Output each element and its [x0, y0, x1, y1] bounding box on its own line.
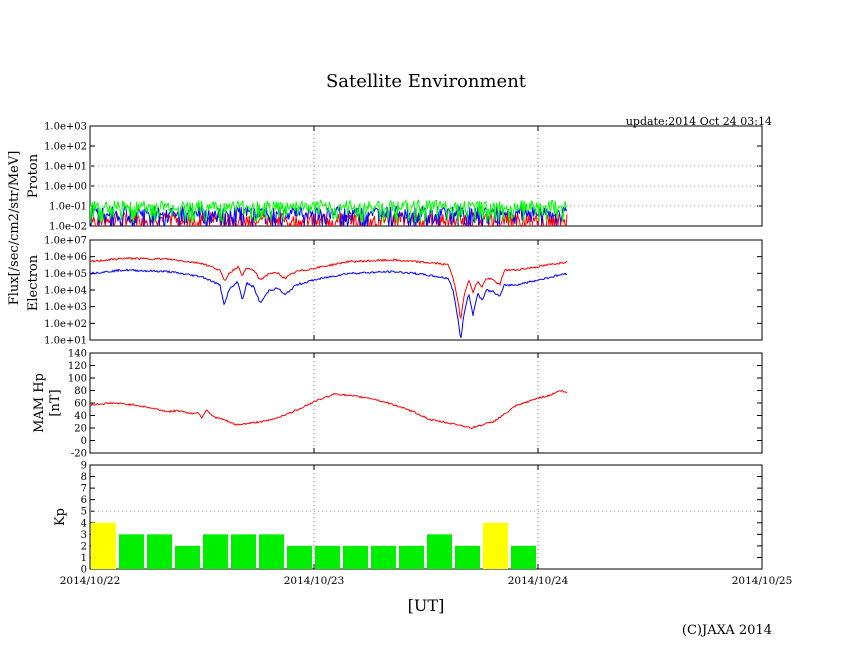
kp-bar [455, 545, 480, 569]
chart-title: Satellite Environment [326, 71, 527, 92]
y-tick-label: 1 [81, 553, 87, 564]
kp-bar [119, 534, 144, 569]
kp-bar [175, 545, 200, 569]
y-tick-label: 9 [81, 461, 87, 472]
y-tick-label: 1.0e+02 [44, 142, 87, 153]
panel-frame [89, 239, 763, 341]
electron-axis-label: Electron [26, 254, 41, 311]
y-tick-label: 40 [74, 411, 87, 422]
y-tick-label: 3 [81, 530, 87, 541]
y-tick-label: 1.0e+03 [44, 122, 87, 133]
y-tick-label: 5 [81, 507, 87, 518]
y-tick-label: 1.0e+03 [44, 302, 87, 313]
panel-frame [89, 352, 763, 454]
y-tick-label: 80 [74, 386, 87, 397]
y-tick-label: 1.0e+00 [44, 182, 87, 193]
x-axis-label: [UT] [408, 596, 445, 615]
kp-bar [147, 534, 172, 569]
panel-frame [89, 464, 763, 570]
kp-bar [371, 545, 396, 569]
y-tick-label: 1.0e+02 [44, 319, 87, 330]
y-tick-label: 1.0e+07 [44, 236, 87, 247]
x-tick-label: 2014/10/25 [732, 575, 793, 587]
y-tick-label: 1.0e+04 [44, 286, 87, 297]
y-tick-label: 0 [81, 436, 87, 447]
panel-frame [89, 125, 763, 227]
series-1-line [90, 268, 568, 338]
y-tick-label: 140 [68, 349, 87, 360]
kp-bar [511, 545, 536, 569]
y-tick-label: 7 [81, 484, 87, 495]
panel-electron: 1.0e+07 1.0e+06 1.0e+05 1.0e+04 1.0e+03 1.0e+… [26, 236, 763, 347]
y-tick-label: 100 [68, 374, 87, 385]
mam-axis-label: MAM Hp [32, 373, 47, 433]
y-tick-label: 60 [74, 399, 87, 410]
plot-area [90, 389, 568, 429]
y-tick-label: 0 [81, 565, 87, 576]
proton-axis-label: Proton [26, 153, 41, 198]
kp-bar [315, 545, 340, 569]
kp-bar [203, 534, 228, 569]
x-tick-label: 2014/10/22 [60, 575, 121, 587]
plot-area [90, 256, 568, 338]
y-tick-label: 4 [81, 518, 87, 529]
y-tick-label: 8 [81, 472, 87, 483]
kp-bar [91, 522, 116, 569]
y-tick-label: 1.0e+06 [44, 252, 87, 263]
kp-bar [343, 545, 368, 569]
y-tick-label: 1.0e+05 [44, 269, 87, 280]
update-timestamp: update:2014 Oct 24 03:14 [626, 115, 772, 128]
copyright: (C)JAXA 2014 [682, 623, 772, 638]
series-2-line [90, 198, 568, 224]
kp-bar [483, 522, 508, 569]
plot-area [90, 198, 568, 226]
mam-unit-label: [nT] [48, 389, 63, 416]
kp-bar [287, 545, 312, 569]
kp-axis-label: Kp [53, 508, 68, 526]
flux-axis-label: Flux[/sec/cm2/str/MeV] [7, 151, 22, 306]
kp-bar [427, 534, 452, 569]
y-tick-label: 20 [74, 424, 87, 435]
kp-bar [259, 534, 284, 569]
x-tick-label: 2014/10/23 [284, 575, 345, 587]
x-tick-label: 2014/10/24 [508, 575, 569, 587]
y-tick-label: 1.0e-02 [49, 222, 87, 233]
plot-area [91, 522, 536, 569]
y-tick-label: 1.0e-01 [49, 202, 87, 213]
kp-bar [231, 534, 256, 569]
y-tick-label: 1.0e+01 [44, 336, 87, 347]
panel-proton: 1.0e+03 1.0e+02 1.0e+01 1.0e+00 1.0e-01 1.0e-… [26, 122, 763, 233]
series-0-line [90, 389, 568, 429]
y-tick-label: 1.0e+01 [44, 162, 87, 173]
y-tick-label: 120 [68, 361, 87, 372]
kp-bar [399, 545, 424, 569]
y-tick-label: 6 [81, 495, 87, 506]
y-tick-label: -20 [71, 449, 87, 460]
chart-panels: 1.0e+03 1.0e+02 1.0e+01 1.0e+00 1.0e-01 1.0e-… [7, 122, 792, 588]
y-tick-label: 2 [81, 541, 87, 552]
series-0-line [90, 256, 568, 320]
